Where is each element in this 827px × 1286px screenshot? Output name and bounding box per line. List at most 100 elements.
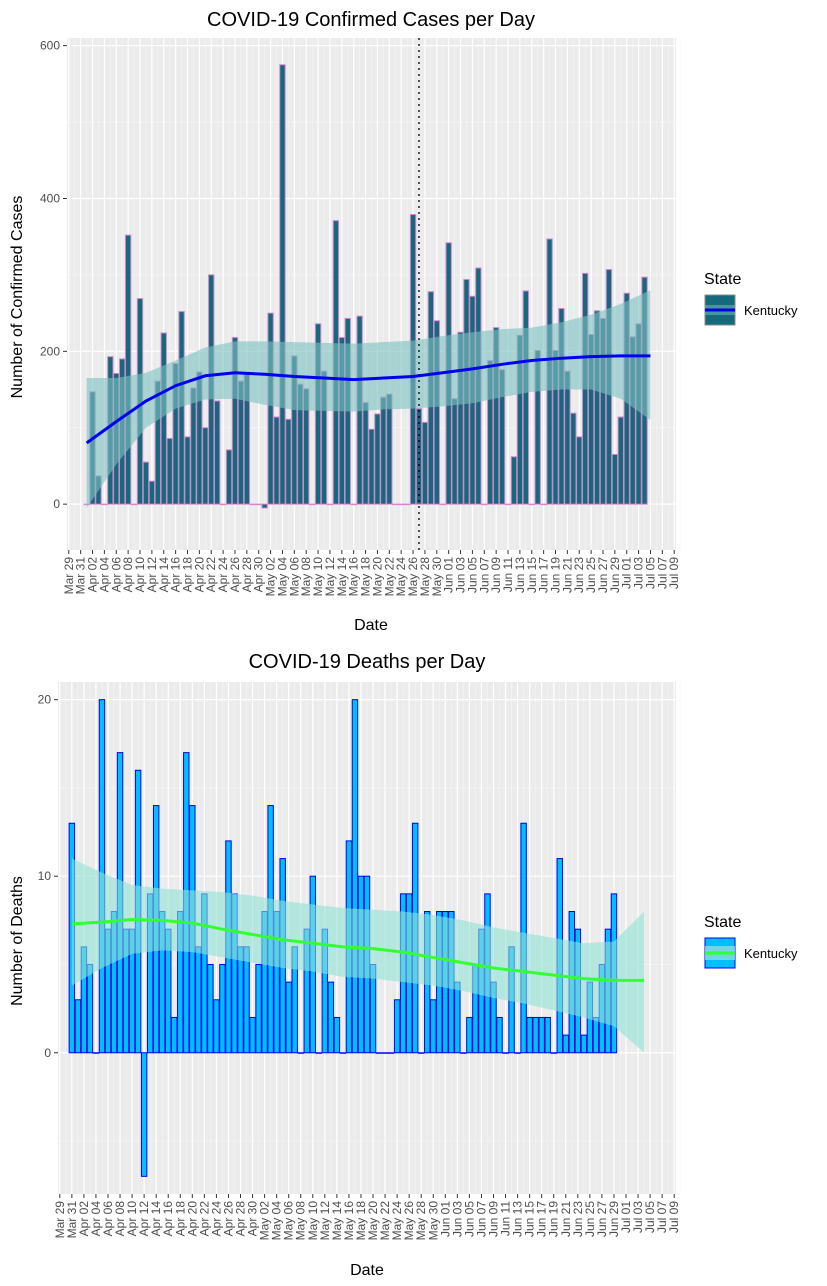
x-tick-label: Jun 03 xyxy=(454,557,468,593)
x-tick-label: May 24 xyxy=(390,1201,404,1241)
x-tick-label: Mar 31 xyxy=(65,1201,79,1239)
x-tick-label: Jun 01 xyxy=(438,1201,452,1237)
x-tick-label: May 02 xyxy=(264,557,278,597)
bar xyxy=(249,1016,256,1054)
x-tick-label: Jun 17 xyxy=(537,557,551,593)
bar xyxy=(285,981,292,1054)
x-tick-label: Jun 11 xyxy=(499,1201,513,1236)
x-tick-label: Apr 26 xyxy=(221,1201,235,1237)
bar xyxy=(380,396,387,505)
bar xyxy=(496,1016,503,1054)
x-tick-label: May 16 xyxy=(342,1201,356,1241)
bar xyxy=(454,981,461,1054)
x-tick-label: May 28 xyxy=(414,1201,428,1241)
x-tick-label: Apr 24 xyxy=(216,557,230,593)
bar xyxy=(101,503,108,506)
bar xyxy=(285,418,292,505)
bar xyxy=(386,393,393,505)
bar xyxy=(439,503,446,506)
x-tick-label: Jul 01 xyxy=(619,1201,633,1233)
x-tick-label: Jun 27 xyxy=(595,1201,609,1237)
x-tick-label: Apr 12 xyxy=(145,557,159,593)
x-tick-label: Jun 13 xyxy=(511,1201,525,1237)
x-tick-label: Mar 29 xyxy=(62,557,76,595)
bar xyxy=(481,503,488,506)
bar xyxy=(273,416,280,505)
bar xyxy=(611,453,619,505)
x-tick-label: May 30 xyxy=(426,1201,440,1241)
x-tick-label: Jul 05 xyxy=(643,557,657,589)
x-tick-label: Apr 08 xyxy=(113,1201,127,1237)
bar xyxy=(279,64,286,505)
x-tick-label: Apr 02 xyxy=(77,1201,91,1237)
y-axis-title: Number of Confirmed Cases xyxy=(9,196,26,399)
bar xyxy=(213,999,220,1054)
bar xyxy=(398,503,405,506)
x-tick-label: Jun 03 xyxy=(450,1201,464,1237)
y-tick-label: 200 xyxy=(40,344,60,358)
bar xyxy=(532,1016,539,1054)
x-tick-label: Jul 05 xyxy=(643,1201,657,1233)
bar xyxy=(387,1052,395,1054)
bar xyxy=(195,946,202,1054)
bar xyxy=(368,428,375,505)
bar xyxy=(421,421,429,505)
x-tick-label: Apr 24 xyxy=(209,1201,223,1237)
confidence-band xyxy=(71,858,645,1053)
x-tick-label: Jun 27 xyxy=(596,557,610,593)
x-tick-label: May 26 xyxy=(406,557,420,597)
x-axis-title: Date xyxy=(350,1262,384,1279)
x-tick-label: May 28 xyxy=(418,557,432,597)
bar xyxy=(207,963,214,1054)
x-tick-label: Jun 11 xyxy=(501,557,515,592)
x-tick-label: Apr 22 xyxy=(204,557,218,593)
x-tick-label: Jun 19 xyxy=(549,557,563,593)
x-tick-label: Jun 09 xyxy=(486,1201,500,1237)
bar xyxy=(415,408,423,505)
bar xyxy=(362,402,369,505)
x-tick-label: May 08 xyxy=(299,557,313,597)
x-tick-label: May 20 xyxy=(370,557,384,597)
bar xyxy=(351,699,359,1054)
x-tick-label: May 04 xyxy=(275,557,289,597)
y-tick-label: 0 xyxy=(53,497,60,511)
bar xyxy=(593,310,601,505)
x-tick-label: Jul 01 xyxy=(620,557,634,589)
x-tick-label: Jun 25 xyxy=(583,1201,597,1237)
bar xyxy=(350,503,357,506)
bar xyxy=(526,1016,533,1054)
x-tick-label: Apr 16 xyxy=(161,1201,175,1237)
bar xyxy=(83,503,90,506)
x-tick-label: Apr 18 xyxy=(173,1201,187,1237)
y-axis-title: Number of Deaths xyxy=(9,876,26,1006)
bar xyxy=(558,308,565,505)
y-tick-label: 10 xyxy=(38,869,52,883)
x-tick-label: Jul 09 xyxy=(667,557,681,589)
x-tick-label: May 22 xyxy=(378,1201,392,1241)
x-tick-label: Jun 21 xyxy=(560,557,574,593)
bar xyxy=(564,370,571,505)
bar xyxy=(492,327,500,505)
bar xyxy=(381,1052,389,1054)
x-tick-label: Apr 02 xyxy=(86,557,100,593)
x-tick-label: May 04 xyxy=(270,1201,284,1241)
bar xyxy=(339,1052,347,1054)
bar xyxy=(457,331,464,505)
bar xyxy=(315,1052,323,1054)
x-tick-label: May 06 xyxy=(287,557,301,597)
bar xyxy=(86,963,94,1054)
x-tick-label: May 30 xyxy=(430,557,444,597)
bar xyxy=(375,1052,383,1054)
bar xyxy=(550,1052,557,1054)
bar xyxy=(92,1052,100,1054)
x-tick-label: Apr 22 xyxy=(197,1201,211,1237)
legend: State Kentucky xyxy=(704,914,798,969)
x-tick-label: Apr 04 xyxy=(89,1201,103,1237)
bar xyxy=(214,400,221,505)
smooth-trend-line xyxy=(71,917,645,982)
x-tick-label: Jun 25 xyxy=(584,557,598,593)
bar xyxy=(160,332,167,505)
y-tick-label: 600 xyxy=(40,39,60,53)
bar xyxy=(528,503,535,506)
bar xyxy=(327,981,335,1054)
